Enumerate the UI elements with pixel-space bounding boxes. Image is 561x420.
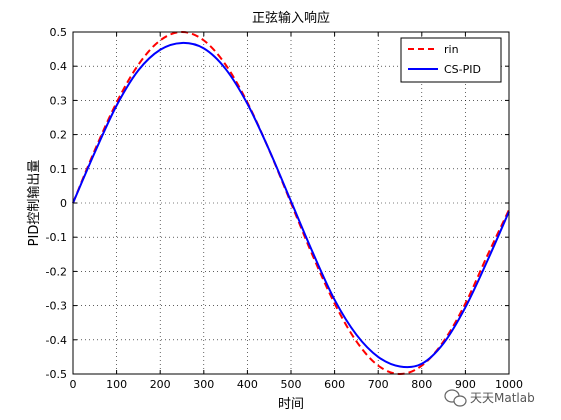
x-tick-label: 1000 bbox=[495, 378, 523, 391]
axis-ticks bbox=[72, 31, 510, 375]
y-tick-label: -0.2 bbox=[46, 265, 67, 278]
series-layer bbox=[72, 31, 510, 375]
x-tick-label: 200 bbox=[150, 378, 171, 391]
grid-lines bbox=[73, 32, 509, 374]
x-tick-label: 800 bbox=[411, 378, 432, 391]
watermark: 天天Matlab bbox=[444, 389, 535, 407]
x-axis-label: 时间 bbox=[278, 397, 304, 412]
legend: rin CS-PID bbox=[400, 37, 502, 83]
y-tick-label: -0.1 bbox=[46, 231, 67, 244]
x-tick-label: 400 bbox=[237, 378, 258, 391]
legend-label-rin: rin bbox=[444, 43, 459, 56]
y-tick-labels: -0.5 -0.4 -0.3 -0.2 -0.1 0 0.1 0.2 0.3 0.4 0.5 bbox=[46, 26, 67, 381]
y-tick-label: 0.5 bbox=[50, 26, 68, 39]
y-tick-label: 0.4 bbox=[50, 60, 68, 73]
chart-title: 正弦输入响应 bbox=[252, 10, 330, 26]
x-tick-label: 500 bbox=[281, 378, 302, 391]
x-tick-label: 0 bbox=[70, 378, 77, 391]
y-tick-label: -0.4 bbox=[46, 334, 67, 347]
x-tick-label: 300 bbox=[193, 378, 214, 391]
x-tick-label: 700 bbox=[368, 378, 389, 391]
y-tick-label: -0.5 bbox=[46, 368, 67, 381]
y-tick-label: 0 bbox=[60, 197, 67, 210]
y-axis-label: PID控制输出量 bbox=[26, 160, 42, 247]
legend-label-cs-pid: CS-PID bbox=[444, 63, 481, 76]
wechat-icon bbox=[444, 389, 467, 407]
y-tick-label: 0.2 bbox=[50, 129, 68, 142]
y-tick-label: -0.3 bbox=[46, 300, 67, 313]
y-tick-label: 0.1 bbox=[50, 163, 68, 176]
x-tick-labels: 0 100 200 300 400 500 600 700 800 900 1000 bbox=[70, 378, 524, 391]
watermark-text: 天天Matlab bbox=[470, 391, 535, 405]
x-tick-label: 600 bbox=[324, 378, 345, 391]
x-tick-label: 900 bbox=[455, 378, 476, 391]
x-tick-label: 100 bbox=[106, 378, 127, 391]
y-tick-label: 0.3 bbox=[50, 94, 68, 107]
series-line-cs-pid bbox=[72, 41, 510, 369]
legend-box bbox=[400, 37, 502, 83]
